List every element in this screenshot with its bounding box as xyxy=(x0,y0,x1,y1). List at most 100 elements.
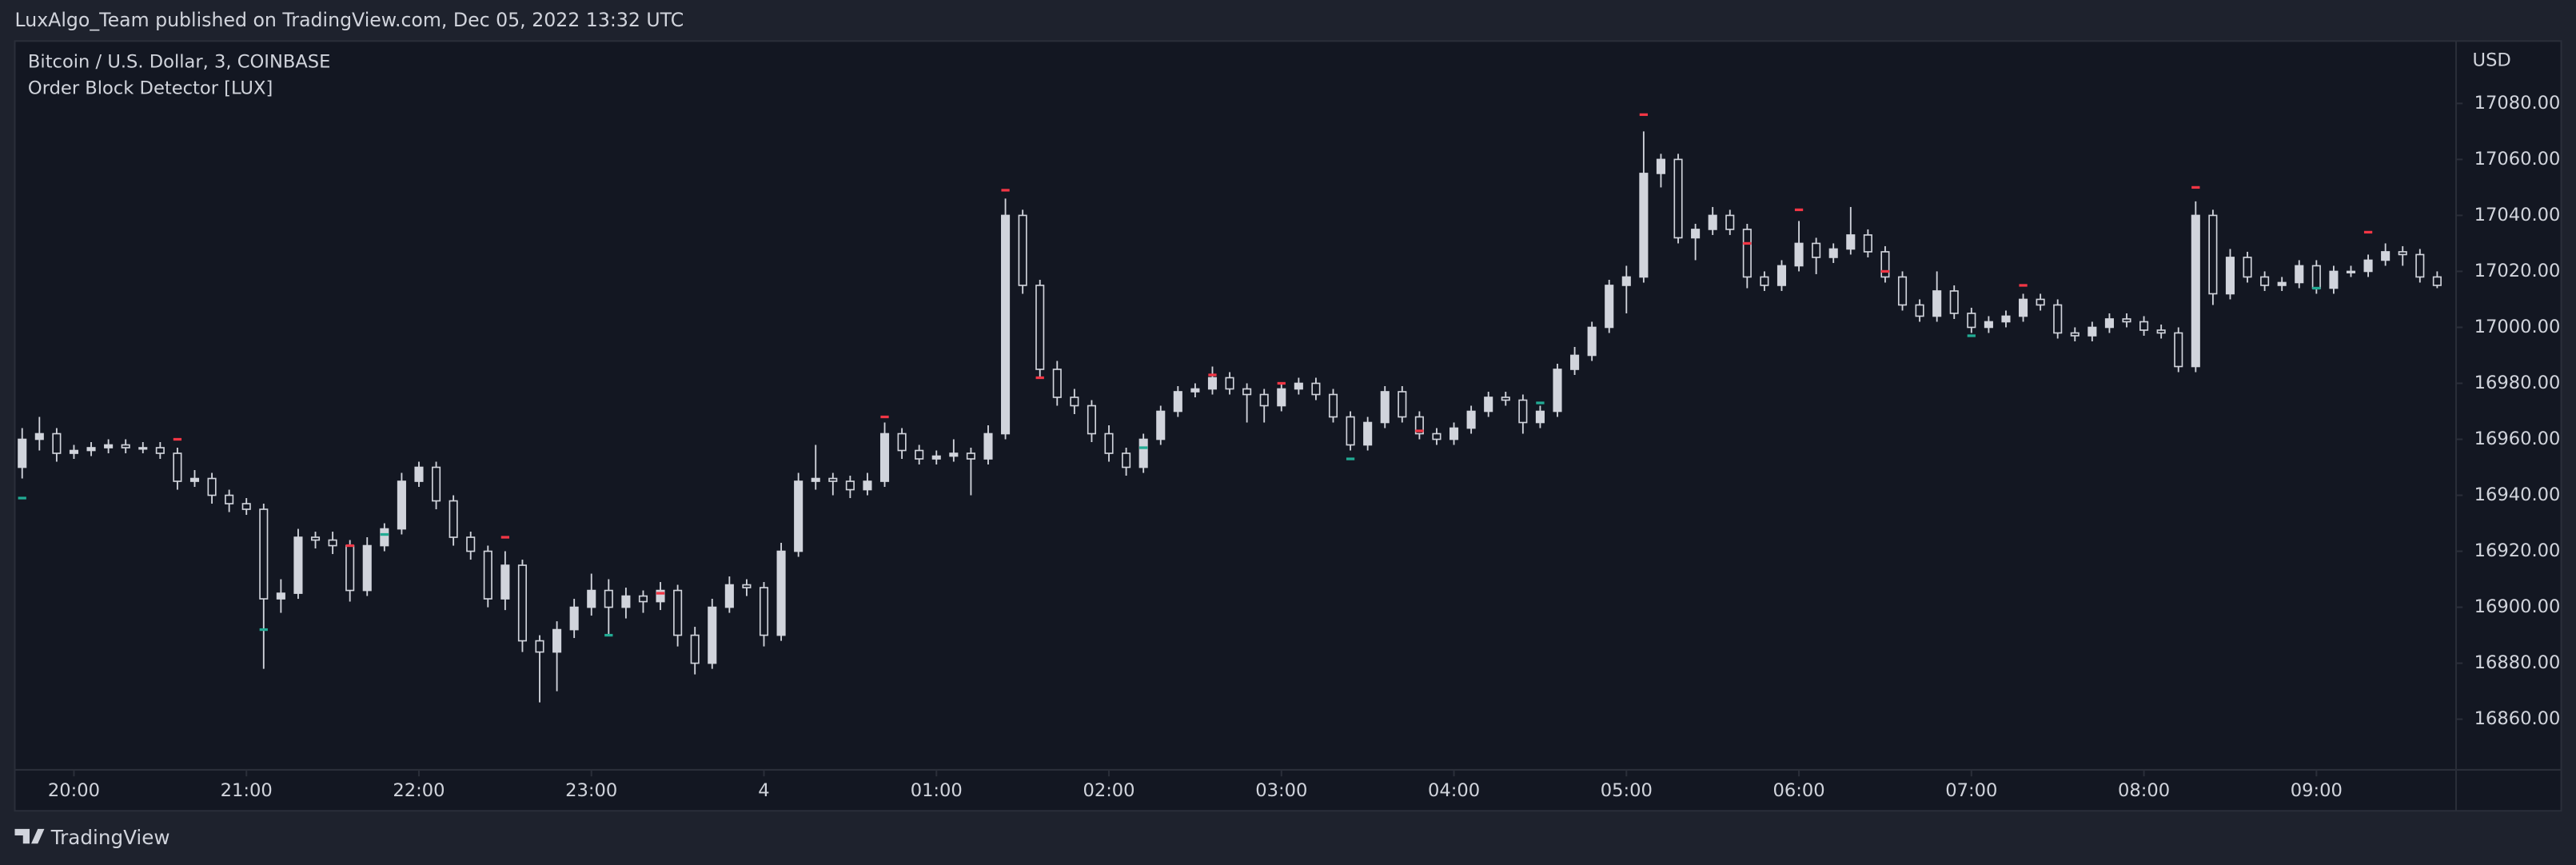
candle-body xyxy=(879,432,890,482)
candle-body xyxy=(362,544,372,592)
candle-body xyxy=(2346,270,2356,273)
x-tick-label: 03:00 xyxy=(1255,780,1307,801)
candle-body xyxy=(2088,326,2097,337)
candle-body xyxy=(1897,276,1908,306)
candle-body xyxy=(1846,234,1856,250)
candle-body xyxy=(1156,410,1166,440)
candle-body xyxy=(1639,173,1649,278)
y-tick-label: 17040.00 xyxy=(2474,205,2561,225)
candle-body xyxy=(1621,276,1631,286)
candle-body xyxy=(1691,229,1701,239)
y-tick-label: 17020.00 xyxy=(2474,261,2561,281)
candle-body xyxy=(34,432,44,440)
candle-body xyxy=(2191,214,2200,368)
candle-body xyxy=(241,503,251,510)
candle-body xyxy=(52,432,62,454)
y-tick-label: 16920.00 xyxy=(2474,540,2561,561)
candle-body xyxy=(1294,382,1303,390)
candle-body xyxy=(708,606,717,664)
candle-body xyxy=(1466,410,1476,429)
candle-body xyxy=(2104,318,2114,329)
candle-body xyxy=(397,480,406,530)
candle-body xyxy=(828,477,838,482)
candle-body xyxy=(1035,285,1045,370)
candle-body xyxy=(1967,313,1976,329)
y-tick-label: 17000.00 xyxy=(2474,317,2561,337)
candle-body xyxy=(1432,432,1442,440)
candle-body xyxy=(121,444,130,448)
candle-body xyxy=(2398,251,2407,256)
candle-body xyxy=(569,606,579,631)
x-tick-label: 4 xyxy=(758,780,769,801)
candle-body xyxy=(2277,281,2287,286)
candle-body xyxy=(345,544,355,592)
candle-body xyxy=(742,584,752,588)
candle-body xyxy=(863,480,872,491)
candle-body xyxy=(1277,388,1286,407)
candle-body xyxy=(949,452,959,457)
candle-body xyxy=(2122,318,2131,323)
candle-body xyxy=(2139,321,2149,331)
candle-body xyxy=(1501,397,1510,401)
candle-body xyxy=(18,438,27,468)
candle-body xyxy=(1553,369,1562,413)
candle-body xyxy=(69,449,79,454)
candle-body xyxy=(1725,214,1735,230)
candle-body xyxy=(2295,265,2304,284)
candle-body xyxy=(1018,214,1027,286)
candle-body xyxy=(276,592,285,600)
x-tick-label: 04:00 xyxy=(1428,780,1480,801)
x-tick-label: 07:00 xyxy=(1945,780,1997,801)
candle-body xyxy=(483,550,492,600)
candle-body xyxy=(104,444,114,448)
candle-body xyxy=(915,449,924,460)
candle-body xyxy=(587,589,596,608)
candle-body xyxy=(2156,329,2166,334)
candle-body xyxy=(638,595,648,603)
candle-body xyxy=(1605,285,1614,329)
candle-body xyxy=(517,564,527,642)
candle-body xyxy=(1673,158,1683,239)
candle-body xyxy=(1915,304,1924,317)
candle-body xyxy=(1346,416,1355,446)
candle-body xyxy=(1760,276,1769,286)
x-tick-label: 06:00 xyxy=(1773,780,1825,801)
candle-body xyxy=(1708,214,1717,230)
candle-body xyxy=(1052,369,1062,398)
candle-body xyxy=(724,584,734,608)
candle-body xyxy=(552,628,562,653)
candle-body xyxy=(2432,276,2442,286)
candle-body xyxy=(1207,377,1218,390)
candle-body xyxy=(2260,276,2270,286)
candle-body xyxy=(897,432,907,452)
x-tick-label: 02:00 xyxy=(1083,780,1134,801)
candle-body xyxy=(1812,242,1821,258)
candle-body xyxy=(1587,326,1597,357)
candle-body xyxy=(2070,332,2080,337)
candle-body xyxy=(2036,298,2045,306)
candle-body xyxy=(931,455,941,460)
candle-body xyxy=(1070,397,1079,407)
y-tick-label: 16940.00 xyxy=(2474,484,2561,505)
candle-body xyxy=(1570,354,1580,370)
candle-body xyxy=(2225,257,2235,295)
candle-body xyxy=(759,587,769,636)
candle-body xyxy=(1828,248,1838,258)
candle-body xyxy=(604,589,613,608)
candle-body xyxy=(1776,265,1787,286)
candle-body xyxy=(2329,270,2339,289)
candle-body xyxy=(1242,388,1252,396)
x-tick-label: 09:00 xyxy=(2291,780,2343,801)
candle-body xyxy=(1173,391,1182,413)
y-tick-label: 16880.00 xyxy=(2474,652,2561,673)
candle-body xyxy=(845,480,855,491)
candle-body xyxy=(1328,393,1338,418)
candle-body xyxy=(2363,259,2373,273)
candle-body xyxy=(1863,234,1872,253)
candle-body xyxy=(466,536,476,552)
symbol-title: Bitcoin / U.S. Dollar, 3, COINBASE xyxy=(28,52,330,73)
candle-body xyxy=(138,447,148,450)
chart-pane xyxy=(14,40,2562,812)
candle-body xyxy=(1449,427,1459,440)
candle-body xyxy=(259,508,269,600)
